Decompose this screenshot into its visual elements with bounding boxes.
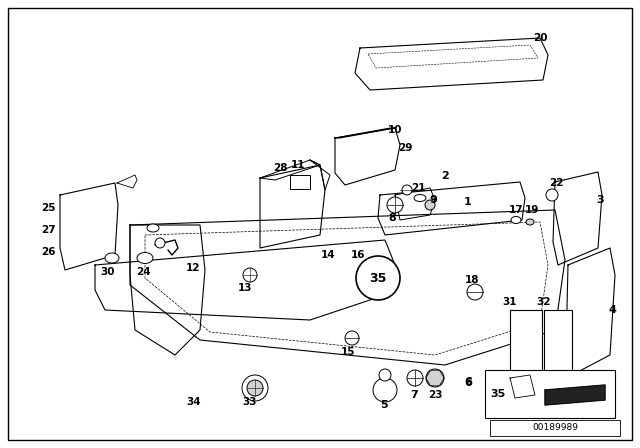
- Text: 30: 30: [100, 267, 115, 277]
- Text: 24: 24: [136, 267, 150, 277]
- Text: 35: 35: [490, 389, 506, 399]
- Ellipse shape: [511, 216, 521, 224]
- Text: 6: 6: [464, 378, 472, 388]
- Text: 34: 34: [187, 397, 202, 407]
- Ellipse shape: [137, 253, 153, 263]
- Ellipse shape: [414, 194, 426, 202]
- Text: 12: 12: [186, 263, 200, 273]
- Text: 29: 29: [398, 143, 412, 153]
- Bar: [510, 310, 542, 385]
- Polygon shape: [310, 160, 330, 190]
- Text: 32: 32: [537, 297, 551, 307]
- Bar: [290, 175, 310, 189]
- Text: 15: 15: [340, 347, 355, 357]
- Text: 22: 22: [548, 178, 563, 188]
- Ellipse shape: [526, 219, 534, 225]
- Polygon shape: [335, 128, 395, 138]
- Circle shape: [356, 256, 400, 300]
- Text: 14: 14: [321, 250, 335, 260]
- Circle shape: [467, 284, 483, 300]
- Polygon shape: [378, 182, 525, 235]
- Ellipse shape: [105, 253, 119, 263]
- Text: 33: 33: [243, 397, 257, 407]
- Circle shape: [345, 331, 359, 345]
- Circle shape: [242, 375, 268, 401]
- Polygon shape: [553, 172, 602, 265]
- Text: 28: 28: [273, 163, 287, 173]
- Text: 2: 2: [441, 171, 449, 181]
- Text: 17: 17: [509, 205, 524, 215]
- Polygon shape: [395, 188, 435, 220]
- Bar: [490, 420, 620, 436]
- Polygon shape: [130, 225, 205, 355]
- Circle shape: [247, 380, 263, 396]
- Text: 23: 23: [428, 390, 442, 400]
- Text: 27: 27: [41, 225, 55, 235]
- Text: 16: 16: [351, 250, 365, 260]
- Text: 7: 7: [410, 390, 418, 400]
- Polygon shape: [60, 183, 118, 270]
- Circle shape: [407, 370, 423, 386]
- Circle shape: [402, 185, 412, 195]
- Text: 18: 18: [465, 275, 479, 285]
- Circle shape: [426, 369, 444, 387]
- Bar: [544, 310, 572, 385]
- Text: 26: 26: [41, 247, 55, 257]
- Text: 5: 5: [380, 400, 388, 410]
- Ellipse shape: [147, 224, 159, 232]
- Text: 20: 20: [532, 33, 547, 43]
- Circle shape: [379, 369, 391, 381]
- Text: 9: 9: [429, 195, 437, 205]
- Text: 00189989: 00189989: [532, 423, 578, 432]
- Text: 19: 19: [525, 205, 539, 215]
- Text: 11: 11: [291, 160, 305, 170]
- Text: 4: 4: [608, 305, 616, 315]
- Text: 1: 1: [464, 197, 472, 207]
- Polygon shape: [117, 175, 137, 188]
- Polygon shape: [510, 375, 535, 398]
- Text: 6: 6: [464, 377, 472, 387]
- Circle shape: [373, 378, 397, 402]
- Bar: [485, 370, 615, 418]
- Text: 31: 31: [503, 297, 517, 307]
- Circle shape: [546, 189, 558, 201]
- Text: 10: 10: [388, 125, 403, 135]
- Polygon shape: [545, 385, 605, 405]
- Text: 21: 21: [411, 183, 425, 193]
- Polygon shape: [260, 160, 320, 180]
- Circle shape: [387, 197, 403, 213]
- Polygon shape: [355, 38, 548, 90]
- Polygon shape: [566, 248, 615, 375]
- Text: 8: 8: [388, 213, 396, 223]
- Text: 25: 25: [41, 203, 55, 213]
- Circle shape: [243, 268, 257, 282]
- Circle shape: [425, 200, 435, 210]
- Text: 3: 3: [596, 195, 604, 205]
- Polygon shape: [260, 165, 325, 248]
- Text: 35: 35: [369, 271, 387, 284]
- Polygon shape: [130, 210, 565, 365]
- Text: 13: 13: [237, 283, 252, 293]
- Polygon shape: [335, 128, 400, 185]
- Circle shape: [155, 238, 165, 248]
- Polygon shape: [95, 240, 395, 320]
